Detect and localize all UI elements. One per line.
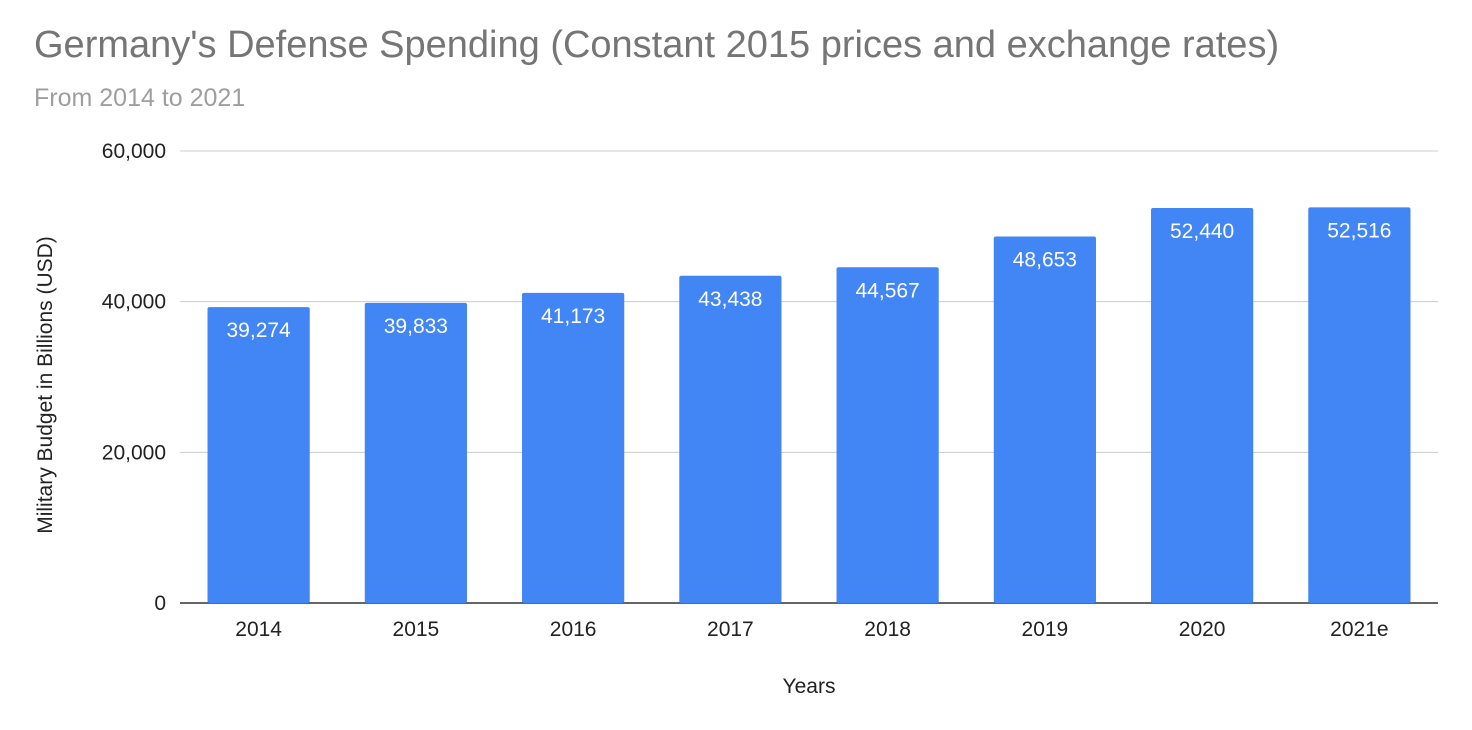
data-labels: 39,274 39,833 41,173 43,438 44,567 48,653 52,4…	[227, 219, 1392, 342]
bar-2018	[836, 267, 939, 603]
x-tick-label: 2015	[393, 618, 440, 641]
chart-subtitle: From 2014 to 2021	[34, 84, 246, 112]
bar-2015	[364, 302, 467, 603]
x-axis-ticks: 2014 2015 2016 2017 2018 2019 2020 2021e	[235, 618, 1388, 641]
x-tick-label: 2021e	[1330, 618, 1388, 641]
y-tick-label: 0	[154, 592, 166, 615]
bar-2014	[207, 307, 310, 603]
x-tick-label: 2019	[1022, 618, 1069, 641]
y-tick-label: 60,000	[102, 140, 166, 163]
y-axis-title: Military Budget in Billions (USD)	[34, 236, 57, 534]
bar-2016	[522, 292, 625, 603]
x-tick-label: 2020	[1179, 618, 1226, 641]
y-tick-label: 40,000	[102, 291, 166, 314]
bar-2019	[993, 236, 1096, 604]
data-label: 39,833	[384, 315, 448, 338]
bar-2020	[1151, 207, 1254, 603]
data-label: 52,440	[1170, 220, 1234, 243]
bar-2021e	[1308, 207, 1411, 604]
data-label: 39,274	[227, 319, 292, 342]
x-axis-title: Years	[783, 675, 836, 698]
data-label: 48,653	[1013, 248, 1077, 271]
chart-title: Germany's Defense Spending (Constant 201…	[34, 24, 1280, 66]
x-tick-label: 2017	[707, 618, 754, 641]
x-tick-label: 2018	[864, 618, 911, 641]
bar-2017	[679, 275, 782, 603]
data-label: 41,173	[541, 305, 605, 328]
y-axis-ticks: 0 20,000 40,000 60,000	[102, 140, 166, 615]
x-tick-label: 2016	[550, 618, 597, 641]
data-label: 44,567	[856, 279, 920, 302]
data-label: 43,438	[698, 288, 762, 311]
bars	[207, 207, 1411, 604]
x-tick-label: 2014	[235, 618, 282, 641]
data-label: 52,516	[1327, 219, 1391, 242]
y-tick-label: 20,000	[102, 441, 166, 464]
